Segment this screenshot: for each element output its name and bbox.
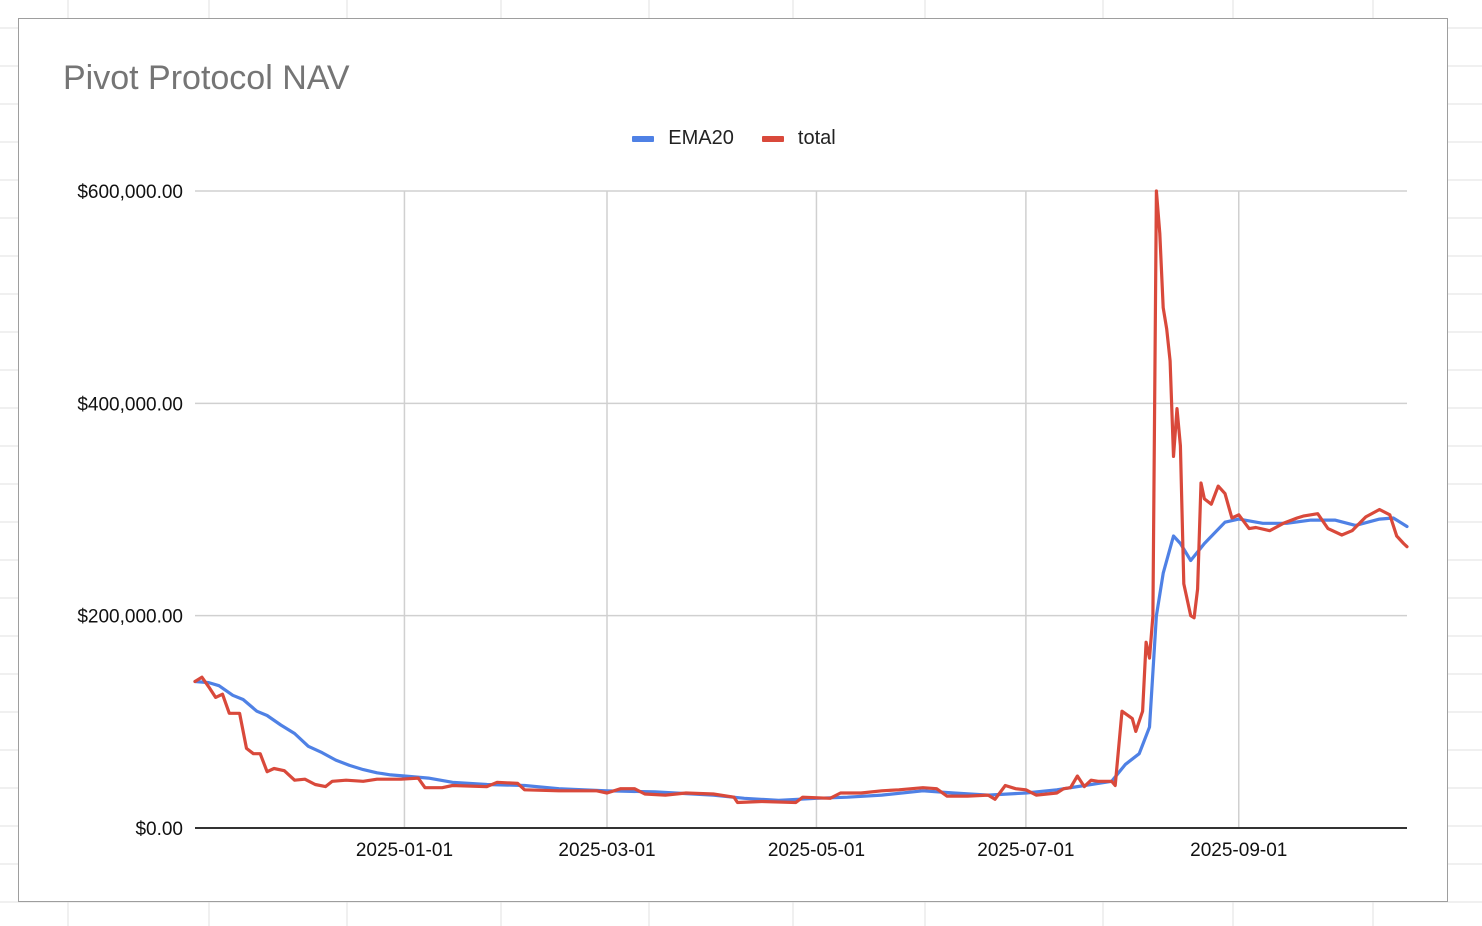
x-tick-label: 2025-01-01 (356, 840, 453, 861)
legend-swatch-total (761, 135, 784, 142)
legend-label-ema20: EMA20 (668, 127, 734, 149)
x-tick-label: 2025-05-01 (768, 840, 865, 861)
y-tick-label: $0.00 (135, 819, 183, 840)
series-line-ema20[interactable] (193, 516, 1409, 802)
line-chart: $0.00 $200,000.00 $400,000.00 $600,000.00 20… (77, 182, 1409, 861)
chart-title: Pivot Protocol NAV (63, 59, 350, 97)
legend-label-total: total (797, 127, 836, 149)
legend-item-ema20[interactable]: EMA20 (632, 127, 734, 150)
chart-card[interactable]: Pivot Protocol NAV EMA20 total $0.00 $200… (18, 18, 1448, 902)
x-tick-label: 2025-03-01 (558, 840, 655, 861)
x-tick-label: 2025-09-01 (1190, 840, 1287, 861)
y-tick-label: $600,000.00 (77, 182, 183, 203)
legend-swatch-ema20 (632, 135, 655, 142)
y-tick-label: $400,000.00 (77, 394, 183, 415)
legend: EMA20 total (19, 127, 1449, 150)
x-tick-label: 2025-07-01 (977, 840, 1074, 861)
legend-item-total[interactable]: total (761, 127, 836, 150)
y-tick-label: $200,000.00 (77, 607, 183, 628)
series-line-total[interactable] (193, 189, 1409, 805)
